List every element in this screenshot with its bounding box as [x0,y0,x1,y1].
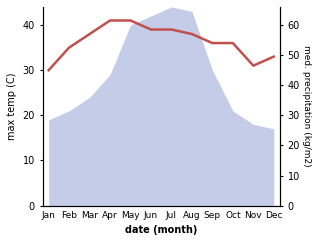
Y-axis label: max temp (C): max temp (C) [7,73,17,140]
X-axis label: date (month): date (month) [125,225,197,235]
Y-axis label: med. precipitation (kg/m2): med. precipitation (kg/m2) [302,45,311,167]
